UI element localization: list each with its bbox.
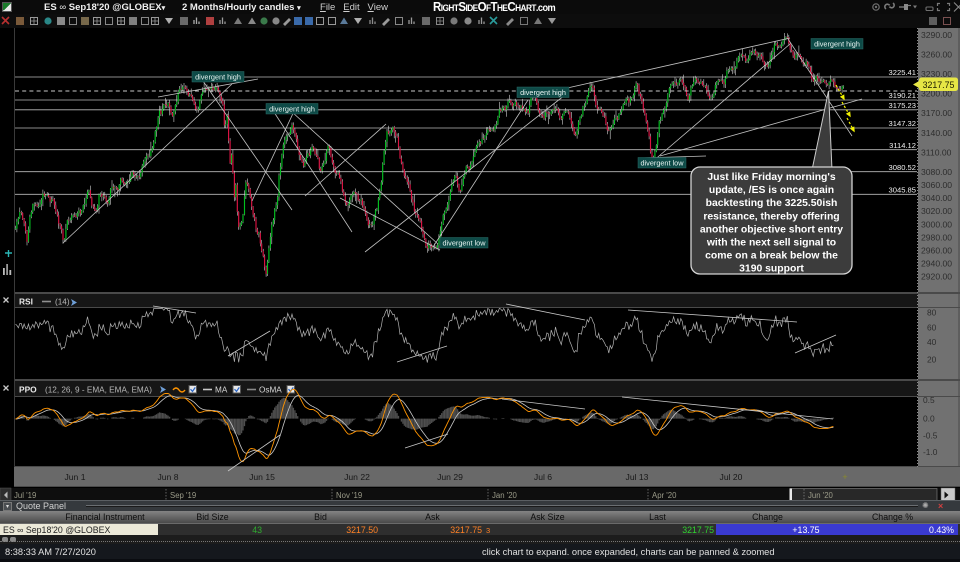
svg-text:3230.00: 3230.00 bbox=[921, 69, 952, 79]
svg-text:divergent high: divergent high bbox=[520, 88, 566, 97]
svg-text:another objective short entry: another objective short entry bbox=[700, 224, 843, 235]
svg-text:Jun 1: Jun 1 bbox=[64, 472, 85, 482]
svg-text:0.5: 0.5 bbox=[923, 395, 935, 405]
svg-text:PPO: PPO bbox=[19, 385, 37, 395]
svg-text:(12, 26, 9 - EMA, EMA, EMA): (12, 26, 9 - EMA, EMA, EMA) bbox=[45, 386, 152, 395]
svg-text:2960.00: 2960.00 bbox=[921, 245, 952, 255]
svg-text:update, /ES is once again: update, /ES is once again bbox=[709, 185, 834, 196]
svg-text:3020.00: 3020.00 bbox=[921, 206, 952, 216]
svg-text:Jun 8: Jun 8 bbox=[157, 472, 178, 482]
svg-text:divergent high: divergent high bbox=[269, 104, 315, 113]
svg-text:3190 support: 3190 support bbox=[739, 264, 804, 275]
svg-text:3175.23: 3175.23 bbox=[889, 101, 916, 110]
svg-text:3080.52: 3080.52 bbox=[889, 163, 916, 172]
svg-text:3060.00: 3060.00 bbox=[921, 180, 952, 190]
svg-text:Sep '19: Sep '19 bbox=[170, 491, 196, 500]
svg-text:3114.12: 3114.12 bbox=[889, 141, 916, 150]
svg-text:60: 60 bbox=[927, 322, 937, 332]
svg-text:2920.00: 2920.00 bbox=[921, 272, 952, 282]
svg-text:0.0: 0.0 bbox=[923, 414, 935, 424]
svg-text:(14): (14) bbox=[55, 298, 70, 307]
svg-text:backtesting the 3225.50ish: backtesting the 3225.50ish bbox=[706, 198, 838, 209]
svg-text:Apr '20: Apr '20 bbox=[652, 491, 677, 500]
svg-text:-0.5: -0.5 bbox=[923, 430, 938, 440]
svg-text:Jul 20: Jul 20 bbox=[720, 472, 743, 482]
svg-text:40: 40 bbox=[927, 337, 937, 347]
svg-text:Jul '19: Jul '19 bbox=[14, 491, 36, 500]
svg-text:3170.00: 3170.00 bbox=[921, 108, 952, 118]
svg-text:3260.00: 3260.00 bbox=[921, 49, 952, 59]
svg-text:3217.75: 3217.75 bbox=[923, 80, 955, 90]
svg-text:3045.85: 3045.85 bbox=[889, 186, 916, 195]
svg-text:Nov '19: Nov '19 bbox=[336, 491, 362, 500]
svg-text:Jun 15: Jun 15 bbox=[249, 472, 275, 482]
svg-text:80: 80 bbox=[927, 307, 937, 317]
svg-text:3040.00: 3040.00 bbox=[921, 193, 952, 203]
svg-text:RSI: RSI bbox=[19, 297, 33, 307]
svg-text:Jan '20: Jan '20 bbox=[492, 491, 518, 500]
svg-text:resistance, thereby offering: resistance, thereby offering bbox=[703, 211, 839, 222]
svg-text:3000.00: 3000.00 bbox=[921, 219, 952, 229]
svg-text:3225.41: 3225.41 bbox=[889, 68, 916, 77]
svg-text:Jul 13: Jul 13 bbox=[626, 472, 649, 482]
svg-text:divergent low: divergent low bbox=[641, 158, 685, 167]
svg-text:3290.00: 3290.00 bbox=[921, 30, 952, 40]
svg-text:3110.00: 3110.00 bbox=[921, 147, 952, 157]
svg-text:divergent high: divergent high bbox=[195, 72, 241, 81]
svg-text:3140.00: 3140.00 bbox=[921, 128, 952, 138]
svg-text:come on a break below the: come on a break below the bbox=[705, 251, 838, 262]
svg-text:with the next sell signal to: with the next sell signal to bbox=[706, 238, 836, 249]
svg-text:3190.21: 3190.21 bbox=[889, 91, 916, 100]
svg-text:divergent low: divergent low bbox=[443, 238, 487, 247]
svg-text:Jun 22: Jun 22 bbox=[344, 472, 370, 482]
svg-text:OsMA: OsMA bbox=[259, 386, 282, 395]
svg-text:Jun 29: Jun 29 bbox=[437, 472, 463, 482]
svg-text:-1.0: -1.0 bbox=[923, 447, 938, 457]
svg-text:Jul 6: Jul 6 bbox=[534, 472, 552, 482]
svg-text:3080.00: 3080.00 bbox=[921, 167, 952, 177]
svg-text:3147.32: 3147.32 bbox=[889, 119, 916, 128]
svg-text:2940.00: 2940.00 bbox=[921, 259, 952, 269]
svg-text:3200.00: 3200.00 bbox=[921, 89, 952, 99]
svg-text:Jun '20: Jun '20 bbox=[808, 491, 834, 500]
svg-text:Just like Friday morning's: Just like Friday morning's bbox=[707, 172, 836, 183]
svg-text:+: + bbox=[842, 472, 847, 482]
svg-text:20: 20 bbox=[927, 355, 937, 365]
svg-text:MA: MA bbox=[215, 386, 228, 395]
svg-text:2980.00: 2980.00 bbox=[921, 232, 952, 242]
svg-text:divergent high: divergent high bbox=[814, 39, 860, 48]
